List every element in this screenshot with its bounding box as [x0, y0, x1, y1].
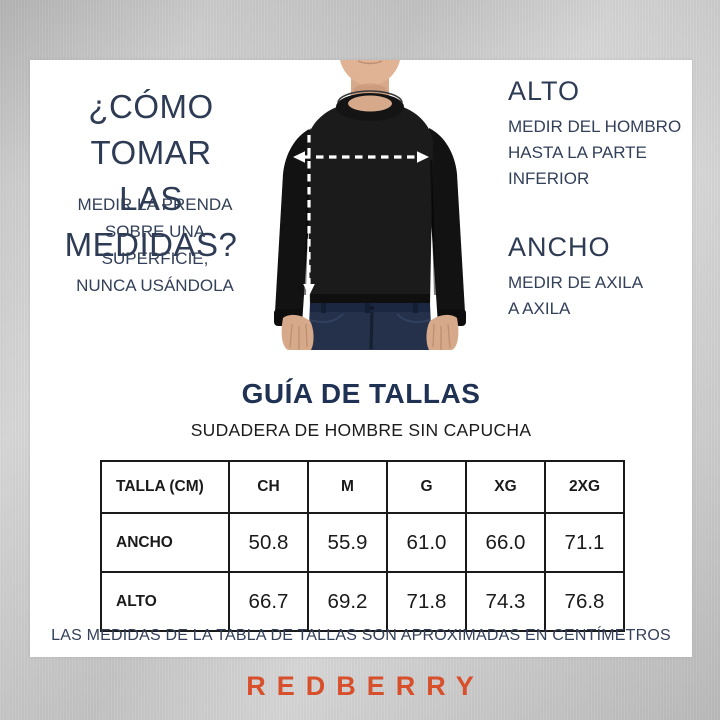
howto-note-line: SOBRE UNA: [104, 222, 206, 241]
size-value: 50.8: [228, 512, 309, 573]
ancho-instruction: ANCHO MEDIR DE AXILA A AXILA: [508, 232, 688, 322]
size-table-header-cell: G: [386, 460, 467, 514]
size-guide-title: GUÍA DE TALLAS: [241, 378, 481, 409]
brand-logo: REDBERRY: [246, 671, 485, 701]
howto-title-line1: ¿CÓMO TOMAR: [88, 88, 214, 171]
size-table-row-ancho: ANCHO 50.8 55.9 61.0 66.0 71.1: [100, 512, 625, 573]
alto-instruction: ALTO MEDIR DEL HOMBRO HASTA LA PARTE INF…: [508, 76, 688, 192]
size-table-header-row: TALLA (CM) CH M G XG 2XG: [100, 460, 625, 514]
content-card: ¿CÓMO TOMAR LAS MEDIDAS? MEDIR LA PRENDA…: [30, 60, 692, 657]
ancho-measure-arrow: [293, 151, 429, 163]
jeans: [308, 303, 432, 350]
model-photo: [255, 60, 485, 350]
sweatshirt: [274, 90, 466, 326]
size-table-row-alto: ALTO 66.7 69.2 71.8 74.3 76.8: [100, 571, 625, 632]
size-value: 71.1: [544, 512, 625, 573]
size-table-header-cell: TALLA (CM): [100, 460, 230, 514]
howto-title-line2: LAS MEDIDAS?: [64, 180, 238, 263]
howto-note-line: SUPERFICIE,: [101, 249, 209, 268]
size-table-footnote: LAS MEDIDAS DE LA TABLA DE TALLAS SON AP…: [51, 627, 671, 644]
size-table-header-cell: XG: [465, 460, 546, 514]
size-value: 76.8: [544, 571, 625, 632]
size-value: 66.0: [465, 512, 546, 573]
size-table: TALLA (CM) CH M G XG 2XG ANCHO 50.8 55.9…: [100, 460, 625, 632]
size-guide-subtitle: SUDADERA DE HOMBRE SIN CAPUCHA: [190, 420, 532, 440]
howto-title: ¿CÓMO TOMAR LAS MEDIDAS?: [34, 84, 268, 268]
size-value: 74.3: [465, 571, 546, 632]
size-value: 69.2: [307, 571, 388, 632]
row-label: ANCHO: [100, 512, 230, 573]
size-table-header-cell: CH: [228, 460, 309, 514]
model-hands: [281, 314, 459, 350]
howto-note-line: NUNCA USÁNDOLA: [76, 276, 234, 295]
size-value: 61.0: [386, 512, 467, 573]
size-value: 55.9: [307, 512, 388, 573]
size-value: 66.7: [228, 571, 309, 632]
alto-heading: ALTO: [508, 76, 581, 106]
alto-description: MEDIR DEL HOMBRO HASTA LA PARTE INFERIOR: [508, 117, 682, 188]
size-value: 71.8: [386, 571, 467, 632]
sweatshirt-model-illustration: [274, 60, 466, 350]
ancho-description: MEDIR DE AXILA A AXILA: [508, 273, 644, 318]
size-table-header-cell: M: [307, 460, 388, 514]
alto-measure-arrow: [303, 86, 315, 296]
measurement-arrows: [293, 86, 429, 296]
size-table-header-cell: 2XG: [544, 460, 625, 514]
ancho-heading: ANCHO: [508, 232, 611, 262]
howto-note-line: MEDIR LA PRENDA: [77, 195, 233, 214]
howto-note: MEDIR LA PRENDA SOBRE UNA SUPERFICIE, NU…: [55, 191, 255, 299]
row-label: ALTO: [100, 571, 230, 632]
